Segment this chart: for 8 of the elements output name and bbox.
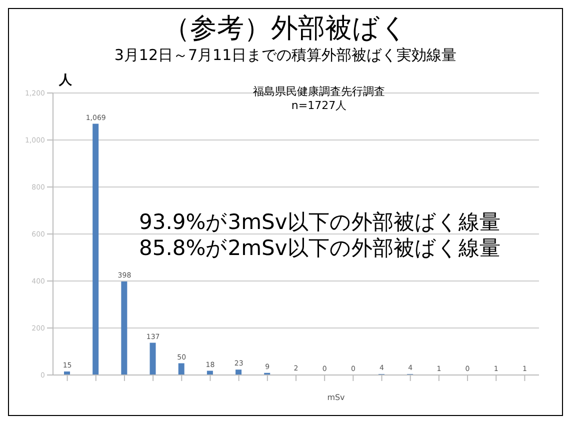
annotation: 93.9%が3mSv以下の外部被ばく線量 — [139, 209, 500, 235]
annotation: 85.8%が2mSv以下の外部被ばく線量 — [139, 235, 500, 261]
annotation: 福島県民健康調査先行調査 — [252, 85, 386, 99]
y-axis-title: 人 — [59, 72, 72, 89]
x-axis-title: mSv — [327, 393, 346, 402]
chart-subtitle: 3月12日～7月11日までの積算外部被ばく実効線量 — [113, 45, 458, 65]
annotation: n=1727人 — [290, 99, 348, 113]
chart-title: （参考）外部被ばく — [162, 13, 409, 45]
